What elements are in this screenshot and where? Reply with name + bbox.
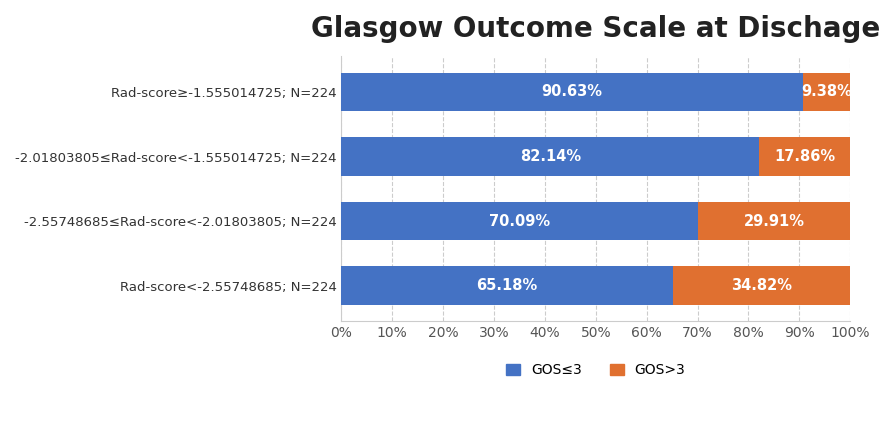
Title: Glasgow Outcome Scale at Dischage: Glasgow Outcome Scale at Dischage — [312, 15, 881, 43]
Text: 17.86%: 17.86% — [774, 149, 835, 164]
Text: 90.63%: 90.63% — [542, 85, 603, 99]
Bar — [673, 266, 850, 305]
Bar — [342, 73, 803, 111]
Bar — [698, 202, 850, 240]
Text: 65.18%: 65.18% — [477, 278, 538, 293]
Bar — [803, 73, 850, 111]
Legend: GOS≤3, GOS>3: GOS≤3, GOS>3 — [501, 358, 691, 383]
Text: 82.14%: 82.14% — [519, 149, 581, 164]
Text: 9.38%: 9.38% — [801, 85, 852, 99]
Bar — [342, 266, 673, 305]
Bar — [759, 137, 850, 176]
Text: 34.82%: 34.82% — [731, 278, 792, 293]
Text: 29.91%: 29.91% — [743, 214, 804, 229]
Text: 70.09%: 70.09% — [489, 214, 550, 229]
Bar — [342, 202, 698, 240]
Bar — [342, 137, 759, 176]
